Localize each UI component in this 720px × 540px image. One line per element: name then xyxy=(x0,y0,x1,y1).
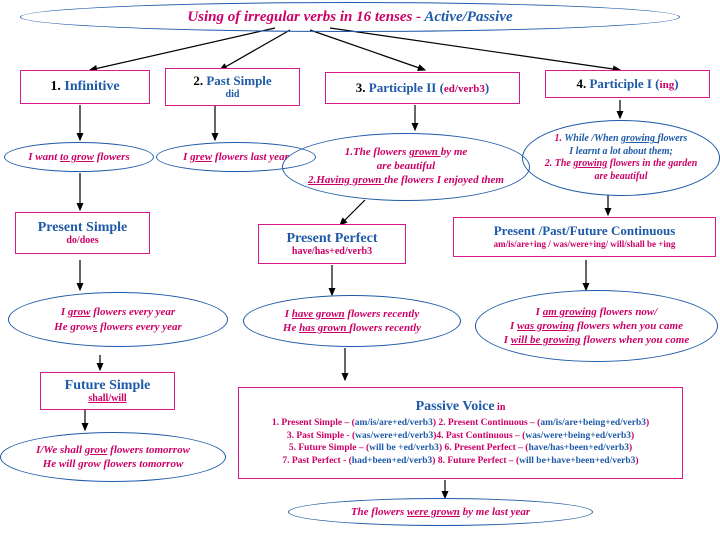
passive-box: Passive Voice in 1. Present Simple – (am… xyxy=(238,387,683,479)
ex-cont: I am growing flowers now/ I was growing … xyxy=(475,290,718,362)
ex-part1: 1. While /When growing flowers I learnt … xyxy=(522,120,720,196)
future-simple-box: Future Simple shall/will xyxy=(40,372,175,410)
ex-fs: I/We shall grow flowers tomorrow He will… xyxy=(0,432,226,482)
present-perfect-box: Present Perfect have/has+ed/verb3 xyxy=(258,224,406,264)
ex-passive: The flowers were grown by me last year xyxy=(288,498,593,526)
past-simple-box: 2. Past Simple did xyxy=(165,68,300,106)
present-simple-box: Present Simple do/does xyxy=(15,212,150,254)
infinitive-box: 1. Infinitive xyxy=(20,70,150,104)
title-ellipse: Using of irregular verbs in 16 tenses - … xyxy=(20,2,680,32)
ex-pp: I have grown flowers recently He has gro… xyxy=(243,295,461,347)
participle2-box: 3. Participle II (ed/verb3) xyxy=(325,72,520,104)
continuous-box: Present /Past/Future Continuous am/is/ar… xyxy=(453,217,716,257)
ex-part2: 1.The flowers grown by me are beautiful … xyxy=(282,133,530,201)
title-part2: Active/Passive xyxy=(424,9,512,25)
participle1-box: 4. Participle I (ing) xyxy=(545,70,710,98)
ex-ps: I grow flowers every year He grows flowe… xyxy=(8,292,228,347)
ex-infinitive: I want to grow flowers xyxy=(4,142,154,172)
title-part1: Using of irregular verbs in 16 tenses xyxy=(187,9,412,25)
